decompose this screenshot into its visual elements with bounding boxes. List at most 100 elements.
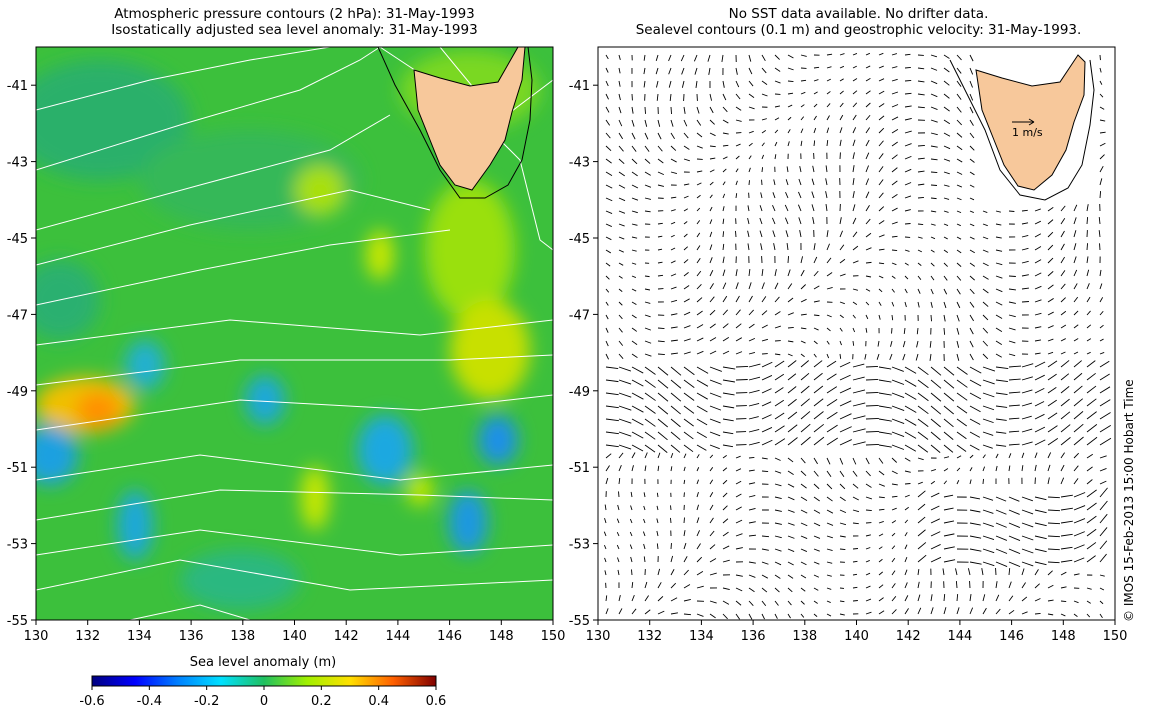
velocity-vector bbox=[618, 93, 621, 101]
velocity-vector bbox=[1034, 439, 1046, 446]
velocity-vector bbox=[800, 298, 807, 303]
velocity-vector bbox=[1047, 219, 1054, 225]
velocity-vector bbox=[735, 351, 743, 355]
velocity-vector bbox=[631, 210, 638, 214]
velocity-vector bbox=[956, 158, 963, 163]
left-x-tick-label: 146 bbox=[437, 629, 462, 644]
velocity-vector bbox=[1047, 452, 1052, 459]
velocity-vector bbox=[798, 191, 802, 199]
velocity-vector bbox=[670, 612, 678, 615]
velocity-vector bbox=[761, 80, 768, 85]
velocity-vector bbox=[917, 196, 925, 199]
velocity-vector bbox=[1086, 555, 1096, 563]
velocity-vector bbox=[696, 467, 700, 472]
velocity-vector bbox=[656, 80, 659, 88]
velocity-vector bbox=[930, 392, 942, 402]
velocity-vector bbox=[1073, 613, 1078, 618]
velocity-vector bbox=[917, 275, 922, 280]
velocity-vector bbox=[917, 481, 923, 485]
colorbar-tick-label: 0.4 bbox=[368, 694, 389, 709]
velocity-vector bbox=[891, 366, 904, 372]
velocity-vector bbox=[904, 105, 912, 108]
velocity-vector bbox=[1073, 573, 1080, 576]
anomaly-map bbox=[36, 47, 553, 620]
velocity-vector bbox=[1073, 465, 1079, 472]
velocity-vector bbox=[969, 405, 981, 413]
velocity-vector bbox=[995, 561, 1008, 567]
velocity-vector bbox=[982, 223, 988, 227]
velocity-vector bbox=[826, 78, 831, 82]
velocity-vector bbox=[696, 585, 704, 589]
velocity-vector bbox=[930, 444, 941, 453]
velocity-vector bbox=[865, 430, 880, 433]
velocity-vector bbox=[735, 180, 738, 186]
velocity-vector bbox=[722, 431, 734, 435]
velocity-vector bbox=[826, 340, 830, 345]
velocity-vector bbox=[904, 392, 917, 400]
velocity-vector bbox=[943, 366, 955, 376]
velocity-vector bbox=[1060, 586, 1067, 589]
velocity-vector bbox=[839, 374, 851, 381]
velocity-vector bbox=[1021, 582, 1026, 589]
velocity-vector bbox=[656, 505, 659, 511]
velocity-vector bbox=[785, 191, 789, 199]
velocity-vector bbox=[722, 309, 729, 316]
velocity-vector bbox=[630, 505, 633, 511]
velocity-vector bbox=[1099, 437, 1112, 446]
velocity-vector bbox=[630, 556, 633, 563]
velocity-vector bbox=[930, 54, 938, 58]
velocity-vector bbox=[1099, 587, 1105, 591]
velocity-vector bbox=[787, 340, 794, 343]
velocity-vector bbox=[852, 415, 866, 420]
velocity-vector bbox=[969, 431, 981, 438]
velocity-vector bbox=[917, 607, 922, 615]
velocity-vector bbox=[722, 405, 735, 409]
velocity-vector bbox=[995, 301, 1003, 306]
velocity-vector bbox=[813, 66, 820, 69]
velocity-vector bbox=[839, 426, 852, 433]
right-x-tick-label: 138 bbox=[792, 629, 817, 644]
sealevel-contour-right bbox=[949, 59, 1095, 201]
velocity-vector bbox=[878, 431, 892, 435]
velocity-vector bbox=[852, 457, 857, 465]
velocity-vector bbox=[735, 295, 740, 303]
velocity-vector bbox=[825, 191, 828, 199]
velocity-vector bbox=[943, 54, 950, 59]
velocity-vector bbox=[774, 574, 781, 579]
velocity-vector bbox=[774, 54, 780, 60]
velocity-vector bbox=[969, 132, 975, 139]
colorbar-tick-label: -0.4 bbox=[137, 694, 162, 709]
velocity-vector bbox=[800, 372, 810, 381]
velocity-vector bbox=[629, 518, 633, 524]
velocity-vector bbox=[800, 509, 808, 514]
velocity-vector bbox=[799, 230, 802, 238]
velocity-vector bbox=[865, 547, 871, 550]
velocity-vector bbox=[864, 353, 867, 360]
velocity-vector bbox=[865, 78, 871, 82]
velocity-vector bbox=[917, 288, 921, 294]
velocity-vector bbox=[812, 165, 815, 173]
velocity-vector bbox=[774, 67, 781, 72]
velocity-vector bbox=[774, 269, 777, 277]
velocity-vector bbox=[1099, 324, 1104, 329]
velocity-vector bbox=[683, 338, 691, 342]
velocity-vector bbox=[826, 327, 831, 332]
velocity-vector bbox=[670, 313, 678, 316]
velocity-vector bbox=[643, 54, 646, 61]
coastline-contour-left bbox=[377, 47, 533, 199]
velocity-vector bbox=[917, 183, 925, 186]
velocity-vector bbox=[657, 261, 663, 264]
velocity-vector bbox=[865, 327, 868, 333]
velocity-vector bbox=[878, 558, 883, 563]
velocity-vector bbox=[696, 543, 701, 550]
velocity-vector bbox=[787, 574, 794, 579]
velocity-vector bbox=[1060, 256, 1065, 264]
velocity-vector bbox=[800, 79, 807, 82]
velocity-vector bbox=[811, 204, 815, 212]
velocity-vector bbox=[813, 127, 817, 134]
velocity-vector bbox=[995, 522, 1007, 528]
velocity-vector bbox=[644, 444, 656, 453]
velocity-vector bbox=[943, 106, 950, 112]
velocity-vector bbox=[865, 534, 871, 537]
velocity-vector bbox=[969, 379, 982, 387]
